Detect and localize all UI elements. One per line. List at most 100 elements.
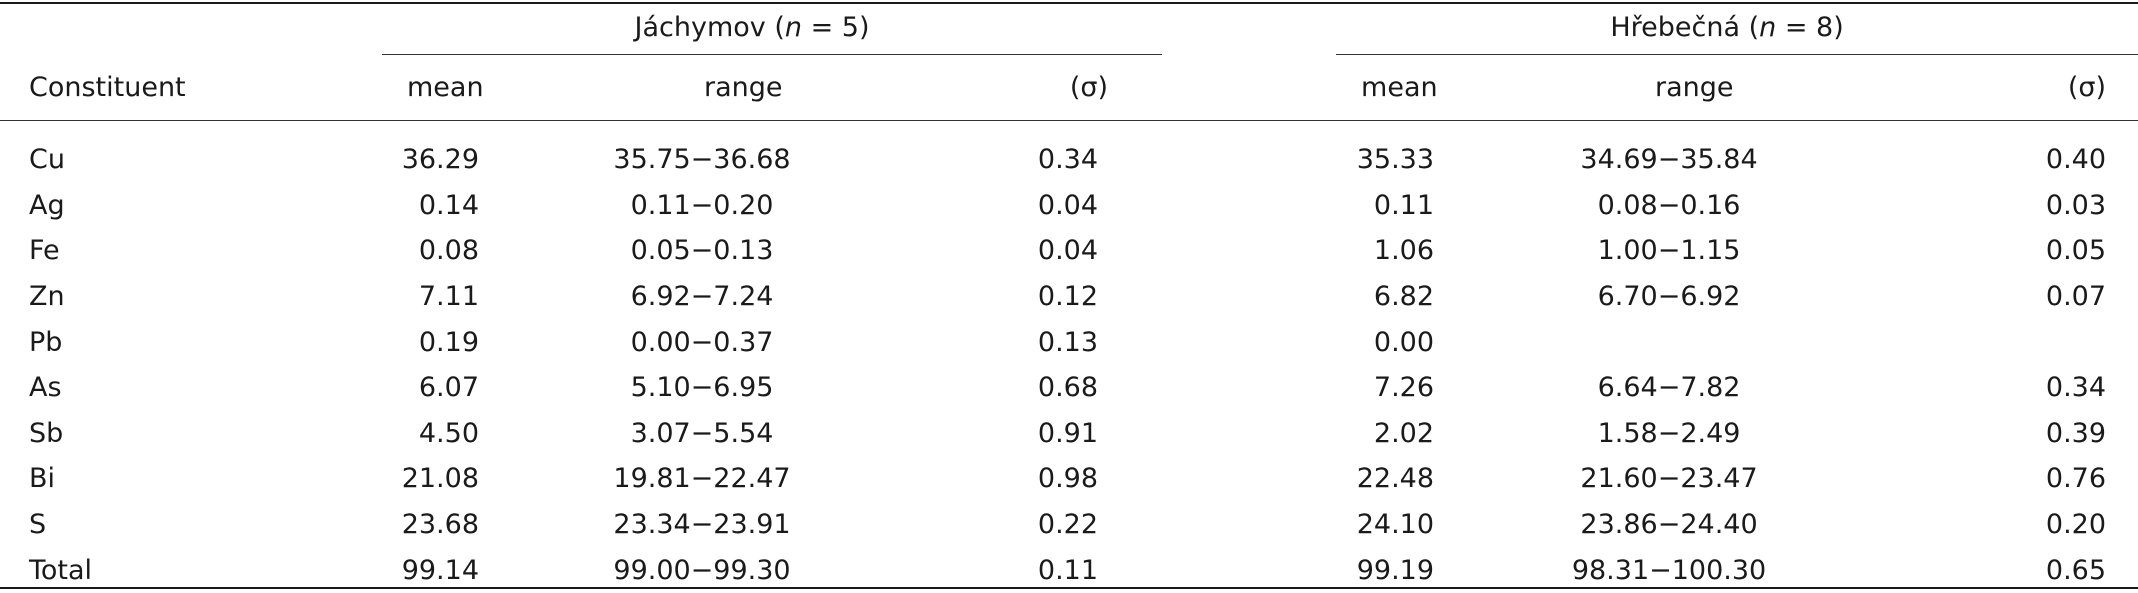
cell-hrebecna-mean: 35.33 [1356, 144, 1435, 176]
cell-jachymov-mean: 4.50 [418, 417, 479, 449]
n-equals: = 5 [802, 11, 859, 43]
cell-jachymov-mean: 0.19 [418, 326, 479, 358]
cell-jachymov-sigma: 0.22 [1037, 509, 1099, 541]
n-equals: = 8 [1776, 11, 1834, 43]
cell-constituent: Cu [29, 144, 65, 176]
cell-jachymov-mean: 7.11 [418, 281, 479, 313]
cell-hrebecna-mean: 1.06 [1373, 235, 1435, 267]
cell-constituent: Total [29, 554, 93, 586]
cell-jachymov-mean: 0.14 [418, 189, 479, 221]
cell-jachymov-range: 6.92−7.24 [630, 281, 774, 313]
group-title-hrebecna: Hřebečná (n = 8) [1610, 11, 1844, 43]
cell-jachymov-mean: 21.08 [401, 463, 479, 495]
table-row: S 23.68 23.34−23.91 0.22 24.10 23.86−24.40 0.2… [0, 502, 2138, 548]
cell-hrebecna-range: 1.58−2.49 [1597, 417, 1741, 449]
cell-jachymov-sigma: 0.04 [1037, 235, 1099, 267]
cell-constituent: Pb [29, 326, 63, 358]
cell-hrebecna-mean: 24.10 [1356, 509, 1435, 541]
table-row: Bi 21.08 19.81−22.47 0.98 22.48 21.60−23.47 0.… [0, 456, 2138, 502]
cell-constituent: S [29, 509, 47, 541]
cell-constituent: As [29, 372, 62, 404]
header-mean: mean [407, 72, 484, 103]
column-header-row: Constituent mean range (σ) mean range (σ… [0, 54, 2138, 121]
cell-jachymov-mean: 23.68 [401, 509, 479, 541]
cell-hrebecna-sigma: 0.65 [2045, 554, 2107, 586]
cell-constituent: Bi [29, 463, 56, 495]
cell-hrebecna-sigma: 0.39 [2045, 417, 2107, 449]
n-symbol: n [1759, 11, 1777, 43]
cell-jachymov-sigma: 0.68 [1037, 372, 1099, 404]
cell-hrebecna-mean: 2.02 [1373, 417, 1435, 449]
cell-jachymov-sigma: 0.91 [1037, 417, 1099, 449]
table-row: Sb 4.50 3.07−5.54 0.91 2.02 1.58−2.49 0.39 [0, 411, 2138, 457]
cell-jachymov-range: 23.34−23.91 [613, 509, 791, 541]
cell-constituent: Ag [29, 189, 65, 221]
cell-hrebecna-mean: 22.48 [1356, 463, 1435, 495]
cell-hrebecna-mean: 6.82 [1373, 281, 1435, 313]
cell-hrebecna-range: 0.08−0.16 [1597, 189, 1741, 221]
cell-hrebecna-range: 98.31−100.30 [1571, 554, 1767, 586]
header-constituent: Constituent [29, 72, 186, 103]
cell-jachymov-mean: 6.07 [418, 372, 479, 404]
table-row: Zn 7.11 6.92−7.24 0.12 6.82 6.70−6.92 0.07 [0, 274, 2138, 320]
cell-jachymov-mean: 0.08 [418, 235, 479, 267]
cell-hrebecna-sigma [1834, 319, 2106, 365]
header-range: range [1655, 72, 1734, 103]
group-header-row: Jáchymov (n = 5) Hřebečná (n = 8) [0, 0, 2138, 54]
cell-jachymov-sigma: 0.11 [1037, 554, 1099, 586]
table-row: Pb 0.19 0.00−0.37 0.13 0.00 [0, 319, 2138, 365]
cell-jachymov-mean: 99.14 [401, 554, 479, 586]
group-rule-jachymov [382, 54, 1162, 55]
cell-jachymov-range: 0.11−0.20 [630, 189, 774, 221]
cell-jachymov-range: 99.00−99.30 [613, 554, 791, 586]
cell-jachymov-sigma: 0.98 [1037, 463, 1099, 495]
table-row: As 6.07 5.10−6.95 0.68 7.26 6.64−7.82 0.34 [0, 365, 2138, 411]
cell-hrebecna-range: 1.00−1.15 [1597, 235, 1741, 267]
table-row: Cu 36.29 35.75−36.68 0.34 35.33 34.69−35.84 0.… [0, 137, 2138, 183]
header-mean: mean [1361, 72, 1438, 103]
cell-jachymov-sigma: 0.12 [1037, 281, 1099, 313]
cell-constituent: Fe [29, 235, 60, 267]
table-row: Fe 0.08 0.05−0.13 0.04 1.06 1.00−1.15 0.05 [0, 228, 2138, 274]
cell-jachymov-range: 0.05−0.13 [630, 235, 774, 267]
cell-hrebecna-sigma: 0.05 [2045, 235, 2107, 267]
cell-hrebecna-mean: 0.00 [1373, 326, 1435, 358]
header-sigma: (σ) [2067, 72, 2107, 103]
cell-hrebecna-range: 23.86−24.40 [1580, 509, 1758, 541]
header-bottom-rule [0, 120, 2138, 121]
cell-hrebecna-range [1434, 319, 1834, 365]
header-range: range [704, 72, 783, 103]
table-row: Total 99.14 99.00−99.30 0.11 99.19 98.31−100.… [0, 547, 2138, 593]
cell-hrebecna-mean: 7.26 [1373, 372, 1435, 404]
cell-hrebecna-sigma: 0.03 [2045, 189, 2107, 221]
cell-hrebecna-sigma: 0.07 [2045, 281, 2107, 313]
cell-jachymov-mean: 36.29 [401, 144, 479, 176]
cell-hrebecna-sigma: 0.20 [2045, 509, 2107, 541]
cell-jachymov-range: 3.07−5.54 [630, 417, 774, 449]
group-title-jachymov: Jáchymov (n = 5) [634, 11, 870, 43]
group-rule-hrebecna [1336, 54, 2138, 55]
cell-hrebecna-range: 21.60−23.47 [1580, 463, 1758, 495]
cell-constituent: Sb [29, 417, 64, 449]
cell-hrebecna-range: 6.70−6.92 [1597, 281, 1741, 313]
header-sigma: (σ) [1069, 72, 1109, 103]
group-name: Hřebečná [1610, 11, 1740, 43]
cell-hrebecna-mean: 0.11 [1373, 189, 1435, 221]
cell-hrebecna-sigma: 0.40 [2045, 144, 2107, 176]
cell-jachymov-range: 35.75−36.68 [613, 144, 791, 176]
cell-jachymov-sigma: 0.34 [1037, 144, 1099, 176]
cell-hrebecna-sigma: 0.34 [2045, 372, 2107, 404]
cell-jachymov-range: 5.10−6.95 [630, 372, 774, 404]
table-bottom-rule [0, 587, 2138, 589]
cell-hrebecna-mean: 99.19 [1356, 554, 1435, 586]
cell-constituent: Zn [29, 281, 65, 313]
cell-hrebecna-range: 34.69−35.84 [1580, 144, 1758, 176]
cell-jachymov-range: 19.81−22.47 [613, 463, 791, 495]
cell-hrebecna-sigma: 0.76 [2045, 463, 2107, 495]
cell-jachymov-range: 0.00−0.37 [630, 326, 774, 358]
cell-jachymov-sigma: 0.04 [1037, 189, 1099, 221]
cell-jachymov-sigma: 0.13 [1037, 326, 1099, 358]
cell-hrebecna-range: 6.64−7.82 [1597, 372, 1741, 404]
